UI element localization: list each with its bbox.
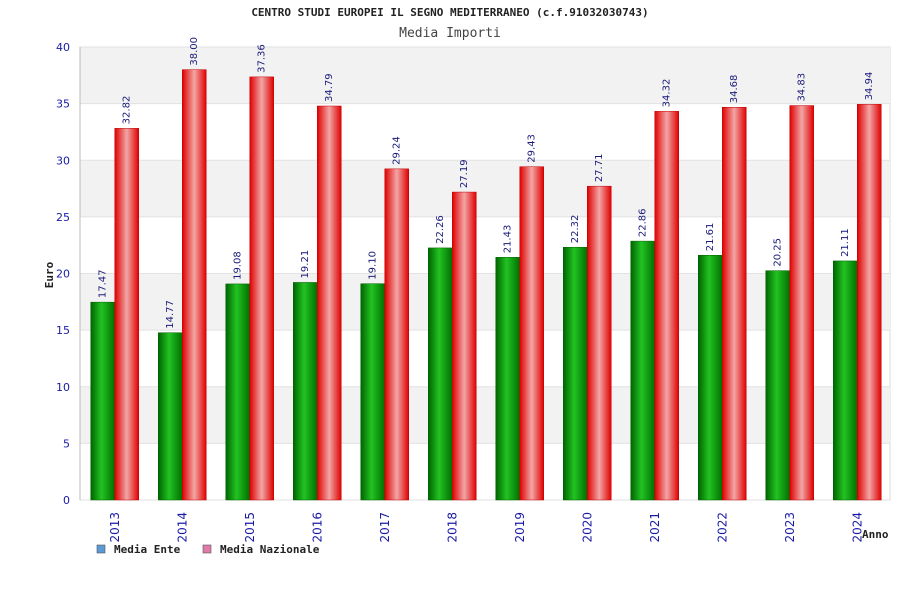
y-axis-ticks: 0 5 10 15 20 25 30 35 40 [56,41,70,507]
y-tick-label: 25 [56,211,70,224]
plot-background [79,46,891,501]
bar-media-ente [428,247,453,501]
bar-media-nazionale [114,128,139,501]
data-label: 34.94 [864,72,875,101]
bar-media-nazionale [654,111,679,501]
bar-media-ente [495,257,520,501]
y-axis-label: Euro [43,261,56,288]
bar-media-nazionale [722,106,747,501]
legend: Media Ente Media Nazionale [96,543,320,556]
x-tick-label: 2016 [310,512,324,543]
bar-media-nazionale [587,185,612,501]
data-label: 34.79 [324,73,335,102]
x-tick-label: 2015 [243,512,257,543]
y-tick-label: 10 [56,381,70,394]
y-tick-label: 5 [63,437,70,450]
bar-media-ente [765,270,790,501]
grid-band [80,386,890,444]
x-tick-label: 2017 [378,512,392,543]
data-label: 34.32 [662,79,673,108]
x-tick-label: 2024 [850,512,864,543]
bar-media-nazionale [384,168,409,501]
data-label: 29.24 [392,136,403,165]
x-axis-ticks: 2013 2014 2015 2016 2017 2018 2019 2020 2021 2022… [108,512,865,543]
data-label: 27.71 [594,154,605,183]
y-tick-label: 0 [63,494,70,507]
data-label: 22.26 [435,215,446,244]
data-label: 27.19 [459,159,470,188]
y-tick-label: 35 [56,98,70,111]
bar-media-nazionale [317,105,342,501]
x-axis-label: Anno [862,528,889,541]
data-label: 32.82 [122,96,133,125]
data-label: 22.86 [638,208,649,237]
data-label: 34.68 [729,75,740,104]
bar-media-ente [90,301,115,501]
legend-swatch-media-ente [96,544,106,554]
x-tick-label: 2020 [580,512,594,543]
x-tick-label: 2021 [648,512,662,543]
x-tick-label: 2014 [175,512,189,543]
data-label: 21.11 [840,228,851,257]
data-label: 19.08 [233,251,244,280]
data-label: 14.77 [165,300,176,329]
bar-media-nazionale [789,105,814,501]
data-label: 29.43 [527,134,538,163]
bar-media-ente [293,282,318,501]
data-label: 21.43 [503,225,514,254]
data-label: 17.47 [98,270,109,299]
bar-media-ente [833,260,858,501]
x-tick-label: 2013 [108,512,122,543]
y-tick-label: 30 [56,154,70,167]
x-tick-label: 2019 [513,512,527,543]
y-tick-label: 40 [56,41,70,54]
data-label: 21.61 [705,223,716,252]
x-tick-label: 2018 [445,512,459,543]
legend-swatch-media-nazionale [202,544,212,554]
chart-subtitle: Media Importi [399,26,501,41]
bar-media-nazionale [249,76,274,501]
bar-media-ente [360,283,385,501]
chart-title: CENTRO STUDI EUROPEI IL SEGNO MEDITERRAN… [251,6,648,19]
bar-media-nazionale [452,191,477,501]
grid-band [80,47,890,104]
bar-media-ente [158,332,183,501]
legend-label-media-nazionale: Media Nazionale [220,543,320,556]
data-label: 20.25 [773,238,784,267]
bar-media-ente [225,283,250,501]
x-tick-label: 2023 [783,512,797,543]
grid-band [80,273,890,331]
legend-label-media-ente: Media Ente [114,543,181,556]
x-tick-label: 2022 [715,512,729,543]
data-label: 37.36 [257,44,268,73]
bar-media-ente [563,246,588,501]
bar-media-ente [630,240,655,501]
y-tick-label: 15 [56,324,70,337]
data-label: 19.21 [300,250,311,279]
data-label: 19.10 [368,251,379,280]
bar-media-ente [698,255,723,501]
data-label: 38.00 [189,37,200,66]
grid-band [80,160,890,217]
data-label: 34.83 [797,73,808,102]
bar-media-nazionale [182,69,207,501]
value-labels: 17.47 32.82 14.77 38.00 19.08 37.36 19.21 34.79… [98,37,876,329]
bar-media-nazionale [519,166,544,501]
data-label: 22.32 [570,215,581,244]
y-tick-label: 20 [56,268,70,281]
bar-media-nazionale [857,104,882,501]
bars [90,69,882,501]
